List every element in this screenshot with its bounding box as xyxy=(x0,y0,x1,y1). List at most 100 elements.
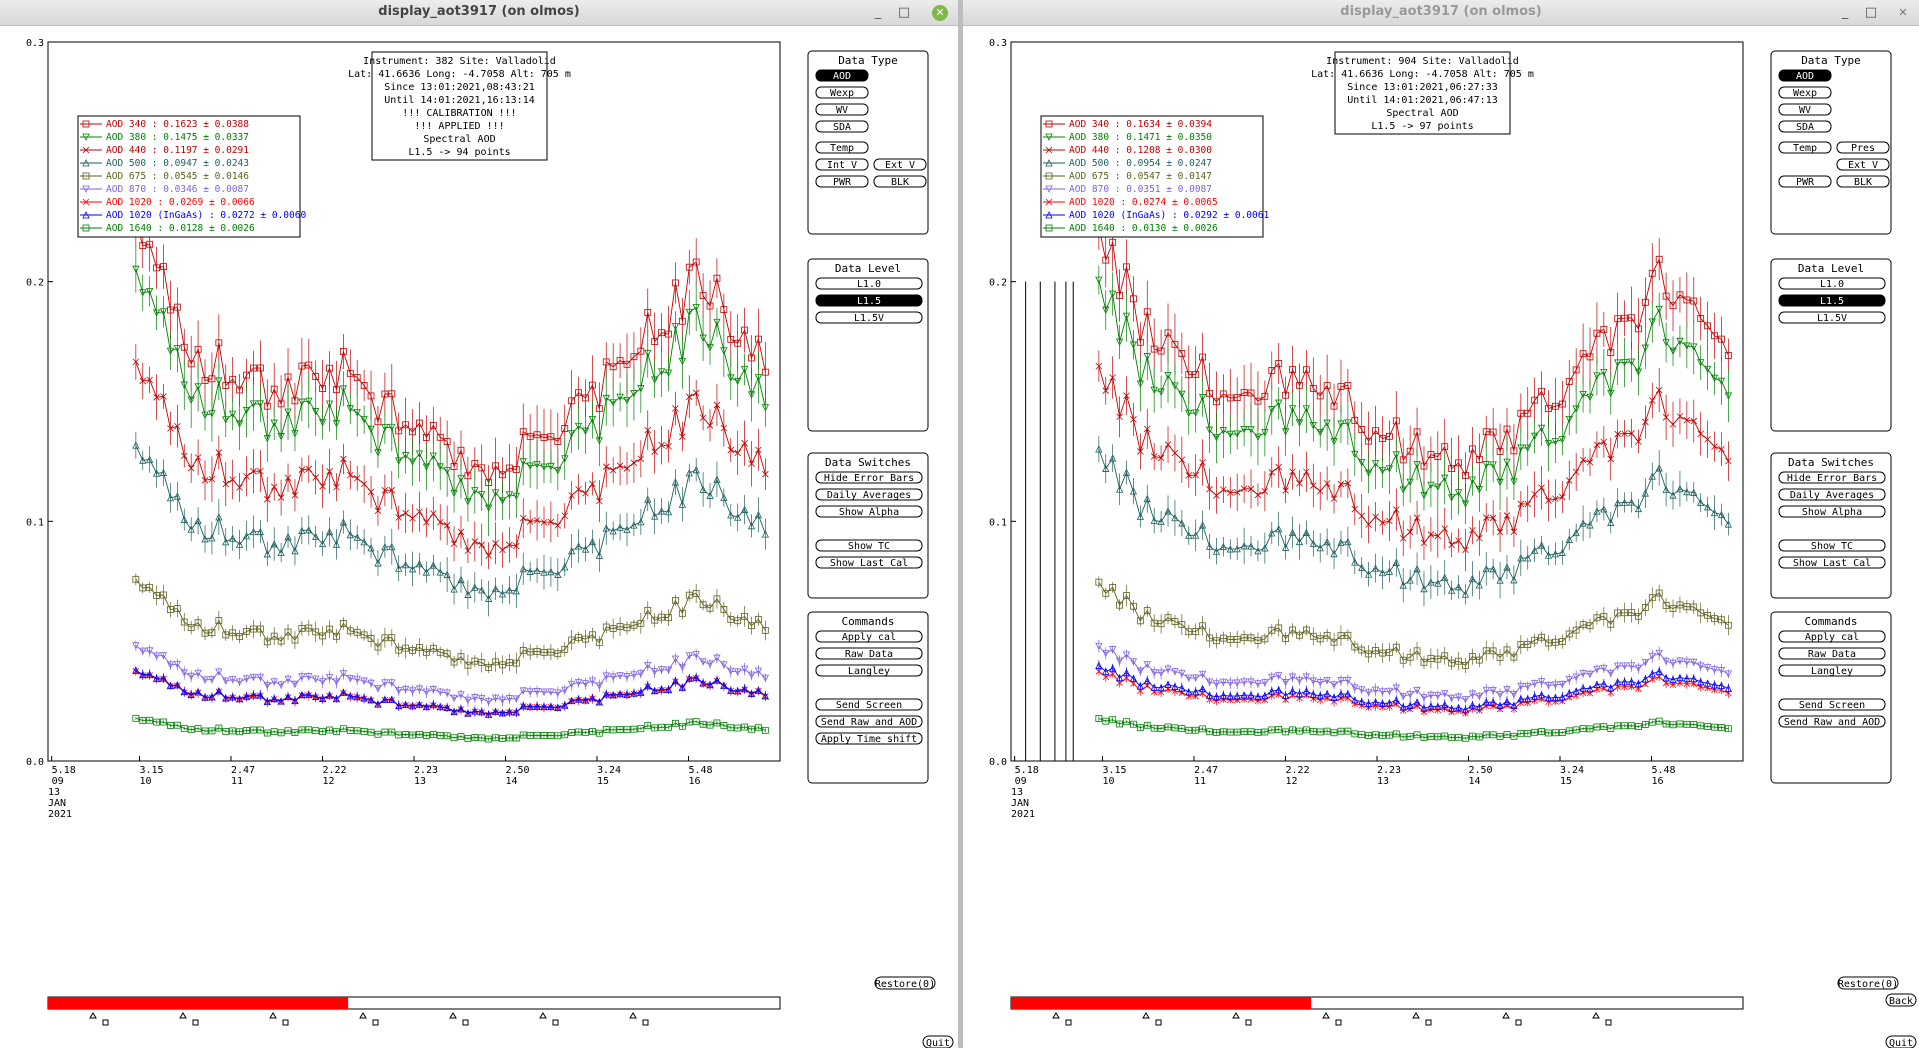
data-level-label[interactable]: L1.5V xyxy=(854,313,884,324)
data-type-button-label[interactable]: SDA xyxy=(1796,122,1814,133)
data-switch-label[interactable]: Hide Error Bars xyxy=(1787,473,1877,484)
data-type-option-button[interactable] xyxy=(1836,158,1890,171)
data-type-option-button[interactable] xyxy=(815,158,869,171)
bottom-button[interactable] xyxy=(1837,976,1899,990)
data-type-option-label[interactable]: Temp xyxy=(830,143,854,154)
data-level-button[interactable] xyxy=(815,277,923,290)
data-level-button[interactable] xyxy=(815,294,923,307)
command-button[interactable] xyxy=(815,630,923,643)
data-switch-label[interactable]: Show TC xyxy=(848,541,890,552)
data-type-option-label[interactable]: Ext V xyxy=(885,160,915,171)
data-type-option-button[interactable] xyxy=(1778,141,1832,154)
data-type-option-button[interactable] xyxy=(815,175,869,188)
data-switch-button[interactable] xyxy=(1778,556,1886,569)
data-type-button[interactable] xyxy=(1778,103,1832,116)
data-type-button[interactable] xyxy=(815,69,869,82)
data-level-label[interactable]: L1.0 xyxy=(1820,279,1844,290)
bottom-button[interactable] xyxy=(1885,993,1917,1007)
data-type-option-label[interactable]: BLK xyxy=(1854,177,1872,188)
data-type-option-label[interactable]: Ext V xyxy=(1848,160,1878,171)
command-label[interactable]: Raw Data xyxy=(1808,649,1856,660)
data-switch-button[interactable] xyxy=(1778,505,1886,518)
data-type-option-button[interactable] xyxy=(873,175,927,188)
command-button[interactable] xyxy=(815,647,923,660)
command-label[interactable]: Send Screen xyxy=(1799,700,1865,711)
data-type-option-label[interactable]: PWR xyxy=(833,177,852,188)
command-button[interactable] xyxy=(815,732,923,745)
command-button[interactable] xyxy=(1778,715,1886,728)
close-button[interactable]: ✕ xyxy=(932,5,948,21)
data-type-button[interactable] xyxy=(1778,120,1832,133)
data-type-button-label[interactable]: WV xyxy=(1799,105,1811,116)
data-switch-label[interactable]: Daily Averages xyxy=(827,490,911,501)
data-level-button[interactable] xyxy=(1778,294,1886,307)
data-type-option-label[interactable]: Int V xyxy=(827,160,857,171)
data-type-option-button[interactable] xyxy=(1836,175,1890,188)
command-label[interactable]: Send Raw and AOD xyxy=(1784,717,1880,728)
close-button[interactable]: ✕ xyxy=(1898,6,1908,19)
command-button[interactable] xyxy=(815,715,923,728)
data-type-option-label[interactable]: Temp xyxy=(1793,143,1817,154)
data-type-button[interactable] xyxy=(815,103,869,116)
data-switch-button[interactable] xyxy=(815,539,923,552)
data-type-option-label[interactable]: BLK xyxy=(891,177,909,188)
data-switch-label[interactable]: Show Alpha xyxy=(839,507,899,518)
data-type-button[interactable] xyxy=(1778,86,1832,99)
command-label[interactable]: Langley xyxy=(1811,666,1853,677)
data-type-option-button[interactable] xyxy=(1778,175,1832,188)
command-button[interactable] xyxy=(1778,630,1886,643)
bottom-button[interactable] xyxy=(1885,1035,1917,1048)
bottom-button-label[interactable]: Quit xyxy=(1889,1038,1913,1048)
data-switch-button[interactable] xyxy=(1778,539,1886,552)
data-type-button-label[interactable]: AOD xyxy=(833,71,851,82)
data-type-button-label[interactable]: AOD xyxy=(1796,71,1814,82)
command-label[interactable]: Send Raw and AOD xyxy=(821,717,917,728)
data-switch-label[interactable]: Show TC xyxy=(1811,541,1853,552)
data-type-option-label[interactable]: PWR xyxy=(1796,177,1815,188)
maximize-button[interactable]: □ xyxy=(1864,5,1878,20)
data-level-button[interactable] xyxy=(815,311,923,324)
data-switch-label[interactable]: Show Alpha xyxy=(1802,507,1862,518)
bottom-button-label[interactable]: Back xyxy=(1889,996,1913,1007)
data-switch-button[interactable] xyxy=(815,556,923,569)
data-switch-button[interactable] xyxy=(1778,471,1886,484)
data-switch-button[interactable] xyxy=(1778,488,1886,501)
data-type-button[interactable] xyxy=(815,120,869,133)
bottom-button-label[interactable]: Quit xyxy=(926,1038,950,1048)
data-type-option-button[interactable] xyxy=(815,141,869,154)
data-switch-button[interactable] xyxy=(815,505,923,518)
data-switch-label[interactable]: Show Last Cal xyxy=(830,558,908,569)
command-button[interactable] xyxy=(1778,698,1886,711)
data-type-option-button[interactable] xyxy=(1836,141,1890,154)
data-switch-label[interactable]: Daily Averages xyxy=(1790,490,1874,501)
command-label[interactable]: Apply cal xyxy=(842,632,896,643)
data-level-label[interactable]: L1.5 xyxy=(1820,296,1844,307)
data-type-button-label[interactable]: SDA xyxy=(833,122,851,133)
title-bar[interactable]: display_aot3917 (on olmos) _ □ ✕ xyxy=(963,0,1919,26)
data-level-button[interactable] xyxy=(1778,311,1886,324)
data-switch-button[interactable] xyxy=(815,488,923,501)
data-type-button-label[interactable]: WV xyxy=(836,105,848,116)
data-type-button[interactable] xyxy=(815,86,869,99)
data-type-button[interactable] xyxy=(1778,69,1832,82)
data-type-option-label[interactable]: Pres xyxy=(1851,143,1875,154)
minimize-button[interactable]: _ xyxy=(874,5,882,20)
data-switch-button[interactable] xyxy=(815,471,923,484)
data-level-label[interactable]: L1.5V xyxy=(1817,313,1847,324)
data-type-button-label[interactable]: Wexp xyxy=(830,88,854,99)
data-switch-label[interactable]: Hide Error Bars xyxy=(824,473,914,484)
bottom-button-label[interactable]: Restore(0) xyxy=(1838,979,1898,990)
data-type-button-label[interactable]: Wexp xyxy=(1793,88,1817,99)
minimize-button[interactable]: _ xyxy=(1841,5,1849,20)
data-level-label[interactable]: L1.0 xyxy=(857,279,881,290)
command-button[interactable] xyxy=(1778,647,1886,660)
data-level-button[interactable] xyxy=(1778,277,1886,290)
data-switch-label[interactable]: Show Last Cal xyxy=(1793,558,1871,569)
command-button[interactable] xyxy=(815,698,923,711)
bottom-button[interactable] xyxy=(922,1035,954,1048)
title-bar[interactable]: display_aot3917 (on olmos) _ □ ✕ xyxy=(0,0,958,26)
command-label[interactable]: Raw Data xyxy=(845,649,893,660)
bottom-button[interactable] xyxy=(874,976,936,990)
